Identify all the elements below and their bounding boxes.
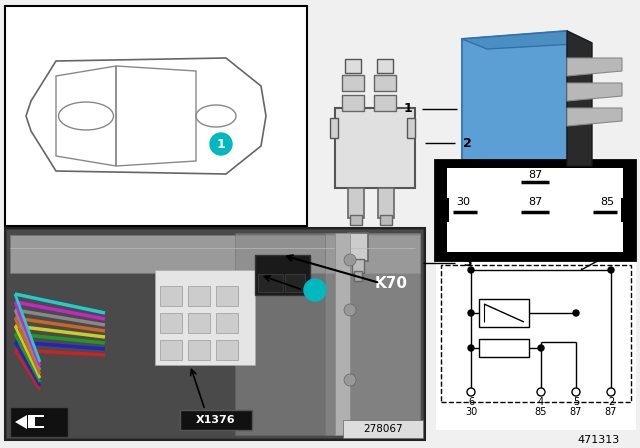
Circle shape (572, 388, 580, 396)
Polygon shape (462, 31, 592, 49)
Polygon shape (567, 83, 622, 101)
Polygon shape (567, 58, 622, 76)
Bar (216, 313, 238, 333)
Polygon shape (567, 108, 622, 126)
Text: X1376: X1376 (196, 415, 236, 425)
Text: 2: 2 (608, 397, 614, 407)
Text: 87: 87 (528, 170, 542, 180)
Bar (5, 228, 425, 440)
Bar (441, 265, 631, 402)
Bar (380, 215, 392, 225)
Circle shape (573, 310, 579, 316)
Circle shape (468, 310, 474, 316)
Bar (374, 75, 396, 91)
Bar (447, 168, 623, 252)
Text: 87: 87 (570, 407, 582, 417)
Bar (10, 407, 68, 437)
Text: 1: 1 (216, 138, 225, 151)
Text: 5: 5 (573, 397, 579, 407)
Text: K70: K70 (375, 276, 408, 290)
Bar (335, 108, 415, 188)
Bar (479, 299, 529, 327)
Text: 2: 2 (463, 137, 472, 150)
Bar (155, 270, 255, 365)
Text: 85: 85 (600, 197, 614, 207)
Bar (10, 235, 420, 273)
Text: 87: 87 (605, 407, 617, 417)
Bar (479, 339, 529, 357)
Bar (343, 420, 423, 438)
Text: 278067: 278067 (363, 424, 403, 434)
Bar (160, 313, 182, 333)
Bar (7, 230, 423, 438)
Text: 30: 30 (456, 197, 470, 207)
Bar (5, 6, 307, 226)
Bar (345, 59, 361, 73)
Circle shape (467, 388, 475, 396)
Text: 1: 1 (310, 284, 319, 297)
Polygon shape (435, 198, 449, 222)
Bar (348, 233, 368, 261)
Bar (378, 188, 394, 218)
Bar (330, 118, 338, 138)
Circle shape (344, 304, 356, 316)
Circle shape (537, 388, 545, 396)
Circle shape (608, 267, 614, 273)
Bar (188, 286, 210, 306)
Bar (35, 417, 45, 426)
Bar (188, 340, 210, 360)
Bar (435, 160, 635, 260)
Bar (374, 95, 396, 111)
Bar (255, 255, 310, 295)
Circle shape (344, 374, 356, 386)
Bar (436, 260, 636, 430)
Polygon shape (15, 415, 27, 429)
Circle shape (468, 345, 474, 351)
Polygon shape (462, 31, 567, 178)
Circle shape (304, 279, 326, 301)
Circle shape (468, 267, 474, 273)
Bar (285, 274, 305, 292)
Text: 471313: 471313 (578, 435, 620, 445)
Circle shape (344, 254, 356, 266)
Text: 30: 30 (465, 407, 477, 417)
Text: 1: 1 (403, 102, 412, 115)
Bar (348, 188, 364, 218)
Text: 6: 6 (468, 397, 474, 407)
Polygon shape (621, 198, 635, 222)
Bar (160, 340, 182, 360)
Bar (354, 271, 362, 281)
Bar (160, 286, 182, 306)
Bar (258, 274, 283, 292)
Circle shape (607, 388, 615, 396)
Bar (342, 75, 364, 91)
Circle shape (538, 345, 544, 351)
Bar (377, 59, 393, 73)
Circle shape (210, 133, 232, 155)
Text: 3: 3 (463, 257, 472, 270)
Bar (325, 233, 420, 435)
Bar (28, 415, 44, 428)
Text: 87: 87 (528, 197, 542, 207)
Bar (352, 259, 364, 273)
Bar (335, 233, 350, 435)
Bar (235, 233, 325, 435)
Text: 4: 4 (538, 397, 544, 407)
Bar (342, 95, 364, 111)
Polygon shape (567, 31, 592, 166)
Bar (350, 215, 362, 225)
Bar (407, 118, 415, 138)
Bar (216, 340, 238, 360)
Text: 85: 85 (535, 407, 547, 417)
Bar (188, 313, 210, 333)
Bar (180, 410, 252, 430)
Bar (216, 286, 238, 306)
